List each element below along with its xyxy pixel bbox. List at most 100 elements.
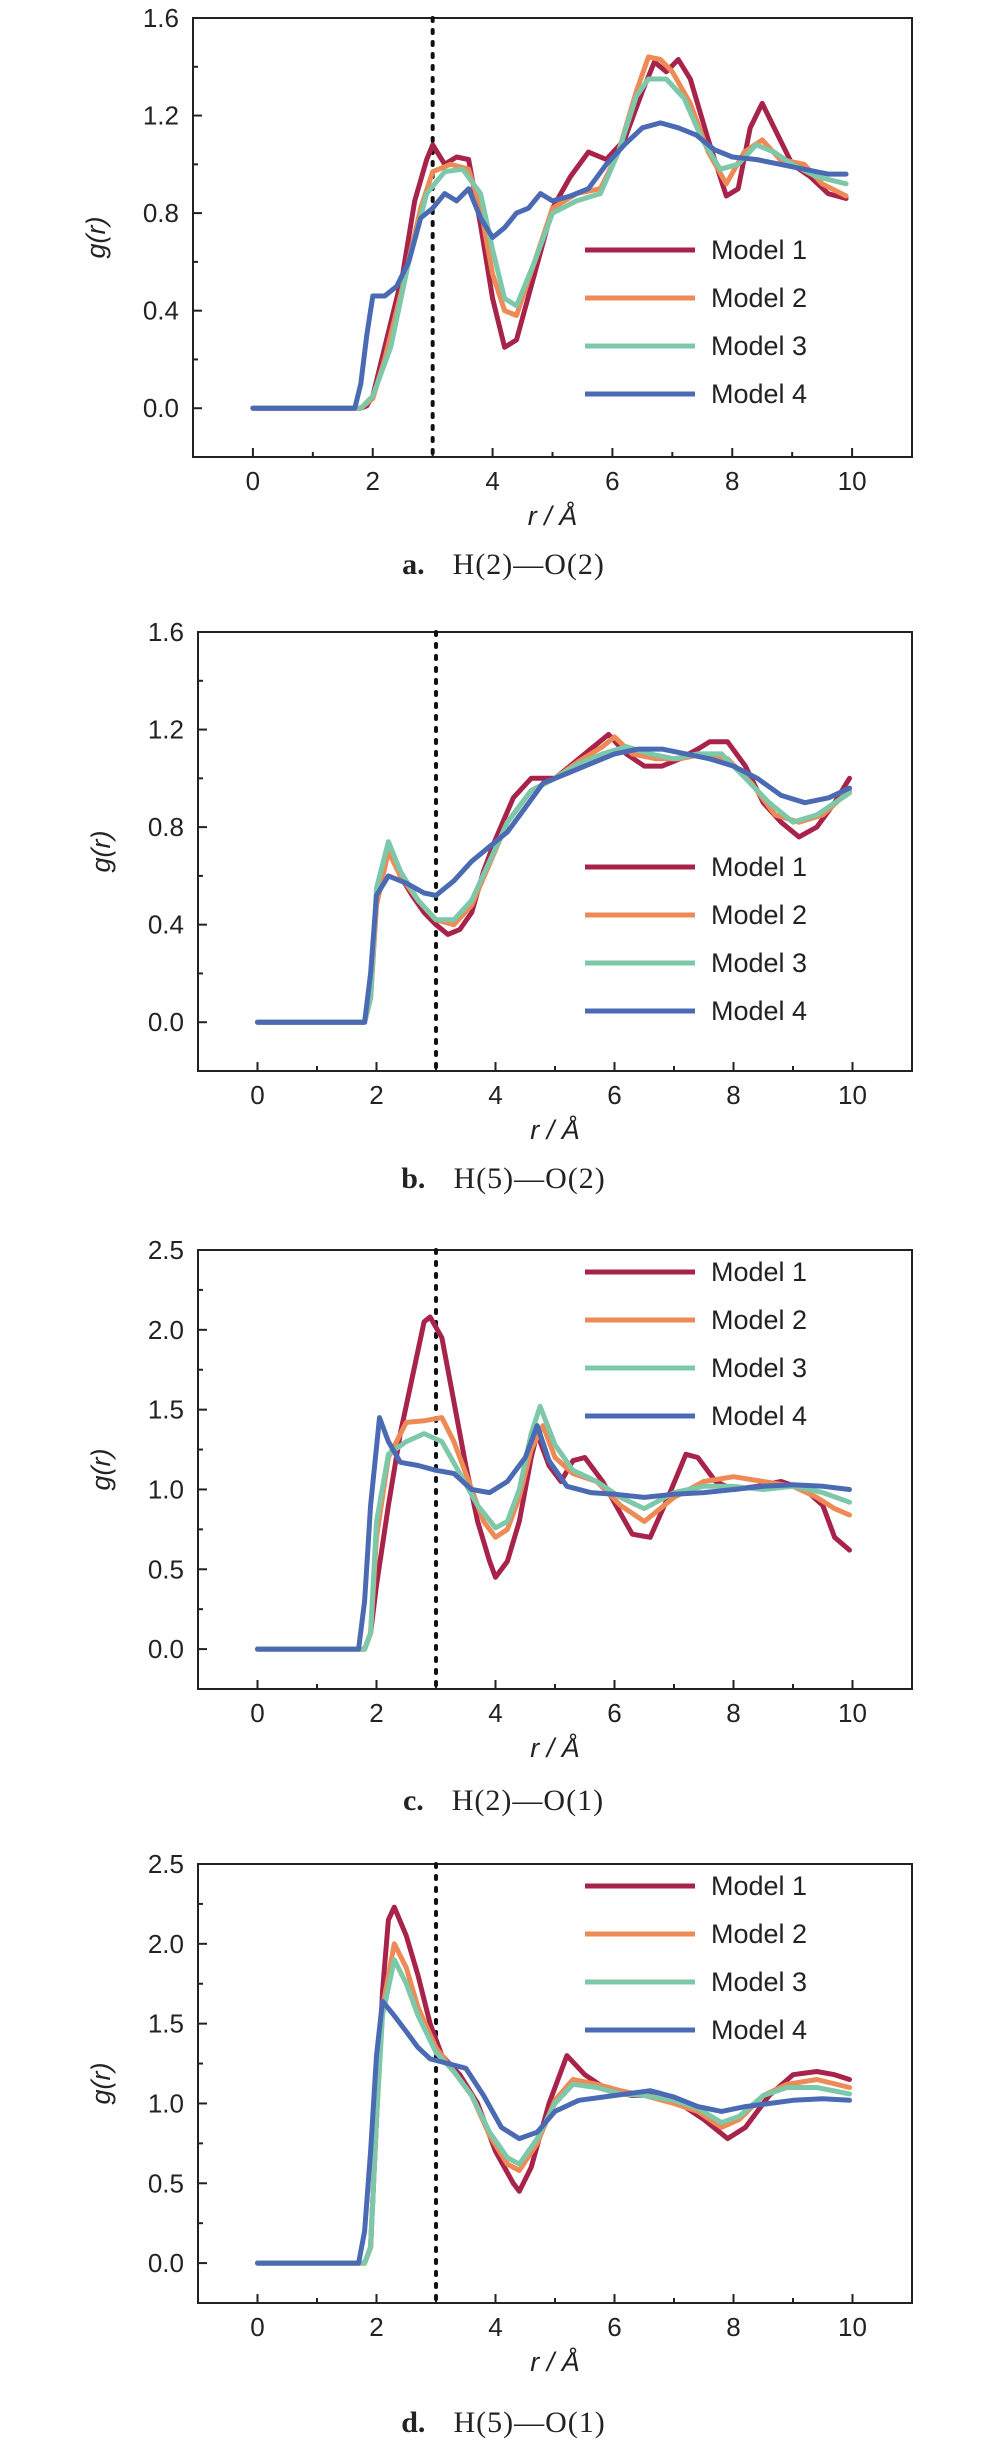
x-axis-label: r / Å <box>530 2346 580 2377</box>
panel-a: 0 2 4 6 8 10 0.0 0.4 0.8 1.2 1.6 r / Å g(r) Model 1 Mo… <box>0 0 1007 600</box>
legend-label: Model 1 <box>711 1871 807 1901</box>
chart-d: 0 2 4 6 8 10 0.0 0.5 1.0 1.5 2.0 2.5 r / Å g(r) Model … <box>86 1849 913 2377</box>
panel-pair-label: H(2)—O(1) <box>451 1784 605 1817</box>
chart-b: 0 2 4 6 8 10 0.0 0.4 0.8 1.2 1.6 r / Å g(r) Model 1 Mo… <box>86 617 913 1145</box>
y-tick-label: 1.6 <box>148 617 184 647</box>
y-axis-label: g(r) <box>81 217 111 259</box>
caption-b: b. H(5)—O(2) <box>0 1162 1007 1196</box>
y-tick-label: 0.4 <box>148 910 184 940</box>
legend-label: Model 3 <box>711 1353 807 1383</box>
series-line-model-4 <box>255 1415 852 1652</box>
panel-letter: a. <box>402 548 425 581</box>
x-tick-label: 0 <box>250 2312 264 2342</box>
panel-b: 0 2 4 6 8 10 0.0 0.4 0.8 1.2 1.6 r / Å g(r) Model 1 Mo… <box>0 614 1007 1214</box>
series-line-model-2 <box>255 1415 852 1652</box>
x-tick-label: 10 <box>838 466 867 496</box>
legend-label: Model 4 <box>711 1401 807 1431</box>
x-tick-label: 4 <box>488 1698 502 1728</box>
x-tick-label: 6 <box>607 1698 621 1728</box>
y-tick-label: 1.2 <box>143 101 179 131</box>
y-tick-label: 0.5 <box>148 1554 184 1584</box>
x-axis-label: r / Å <box>530 1114 580 1145</box>
x-tick-label: 0 <box>250 1080 264 1110</box>
panel-letter: b. <box>401 1162 426 1195</box>
panel-letter: d. <box>401 2406 426 2439</box>
y-tick-label: 1.0 <box>148 2088 184 2118</box>
y-tick-label: 0.0 <box>143 393 179 423</box>
chart-a: 0 2 4 6 8 10 0.0 0.4 0.8 1.2 1.6 r / Å g(r) Model 1 Mo… <box>81 3 913 531</box>
x-tick-label: 6 <box>605 466 619 496</box>
x-tick-label: 0 <box>250 1698 264 1728</box>
x-axis-label: r / Å <box>528 500 578 531</box>
legend-label: Model 4 <box>711 2015 807 2045</box>
y-axis-label: g(r) <box>86 2063 116 2105</box>
x-tick-label: 8 <box>726 2312 740 2342</box>
y-tick-label: 1.0 <box>148 1474 184 1504</box>
y-axis-label: g(r) <box>86 831 116 873</box>
y-tick-label: 2.5 <box>148 1849 184 1879</box>
x-tick-label: 6 <box>607 2312 621 2342</box>
x-tick-label: 2 <box>366 466 380 496</box>
y-tick-label: 0.5 <box>148 2168 184 2198</box>
x-tick-label: 10 <box>838 1080 867 1110</box>
legend-label: Model 3 <box>711 331 807 361</box>
x-tick-label: 2 <box>369 1698 383 1728</box>
panel-pair-label: H(2)—O(2) <box>452 548 605 581</box>
x-tick-label: 8 <box>726 1698 740 1728</box>
legend-label: Model 2 <box>711 1919 807 1949</box>
series-line-model-1 <box>255 1904 852 2266</box>
y-tick-label: 2.5 <box>148 1235 184 1265</box>
panel-pair-label: H(5)—O(2) <box>453 1162 606 1195</box>
caption-d: d. H(5)—O(1) <box>0 2406 1007 2440</box>
chart-c: 0 2 4 6 8 10 0.0 0.5 1.0 1.5 2.0 2.5 r / Å g(r) Model … <box>86 1235 913 1763</box>
legend-label: Model 2 <box>711 900 807 930</box>
series-line-model-3 <box>255 1957 852 2266</box>
y-tick-label: 2.0 <box>148 1929 184 1959</box>
legend-label: Model 4 <box>711 996 807 1026</box>
legend-label: Model 2 <box>711 283 807 313</box>
y-tick-label: 1.6 <box>143 3 179 33</box>
y-tick-label: 1.5 <box>148 2009 184 2039</box>
x-tick-label: 6 <box>607 1080 621 1110</box>
x-tick-label: 2 <box>369 1080 383 1110</box>
x-tick-label: 4 <box>488 2312 502 2342</box>
series-line-model-4 <box>255 746 852 1025</box>
caption-a: a. H(2)—O(2) <box>0 548 1007 582</box>
y-tick-label: 0.8 <box>143 198 179 228</box>
x-tick-label: 10 <box>838 2312 867 2342</box>
series-line-model-3 <box>255 744 852 1025</box>
panel-pair-label: H(5)—O(1) <box>453 2406 606 2439</box>
x-tick-label: 8 <box>726 1080 740 1110</box>
y-axis-label: g(r) <box>86 1449 116 1491</box>
x-tick-label: 10 <box>838 1698 867 1728</box>
y-tick-label: 0.8 <box>148 812 184 842</box>
x-tick-label: 0 <box>246 466 260 496</box>
x-axis-label: r / Å <box>530 1732 580 1763</box>
legend-label: Model 3 <box>711 948 807 978</box>
series-line-model-4 <box>255 1998 852 2266</box>
caption-c: c. H(2)—O(1) <box>0 1784 1007 1818</box>
legend-label: Model 2 <box>711 1305 807 1335</box>
legend-label: Model 1 <box>711 235 807 265</box>
legend-label: Model 3 <box>711 1967 807 1997</box>
x-tick-label: 2 <box>369 2312 383 2342</box>
y-tick-label: 0.4 <box>143 296 179 326</box>
x-tick-label: 4 <box>488 1080 502 1110</box>
y-tick-label: 1.2 <box>148 715 184 745</box>
series-line-model-1 <box>250 57 849 411</box>
x-tick-label: 4 <box>485 466 499 496</box>
series-line-model-3 <box>255 1403 852 1652</box>
series-line-model-4 <box>250 120 849 411</box>
legend-label: Model 1 <box>711 1257 807 1287</box>
y-tick-label: 1.5 <box>148 1395 184 1425</box>
panel-c: 0 2 4 6 8 10 0.0 0.5 1.0 1.5 2.0 2.5 r / Å g(r) Model … <box>0 1232 1007 1832</box>
y-tick-label: 0.0 <box>148 2248 184 2278</box>
x-tick-label: 8 <box>725 466 739 496</box>
legend-label: Model 4 <box>711 379 807 409</box>
panel-letter: c. <box>402 1784 424 1817</box>
y-tick-label: 2.0 <box>148 1315 184 1345</box>
y-tick-label: 0.0 <box>148 1634 184 1664</box>
legend-label: Model 1 <box>711 852 807 882</box>
panel-d: 0 2 4 6 8 10 0.0 0.5 1.0 1.5 2.0 2.5 r / Å g(r) Model … <box>0 1846 1007 2457</box>
y-tick-label: 0.0 <box>148 1007 184 1037</box>
